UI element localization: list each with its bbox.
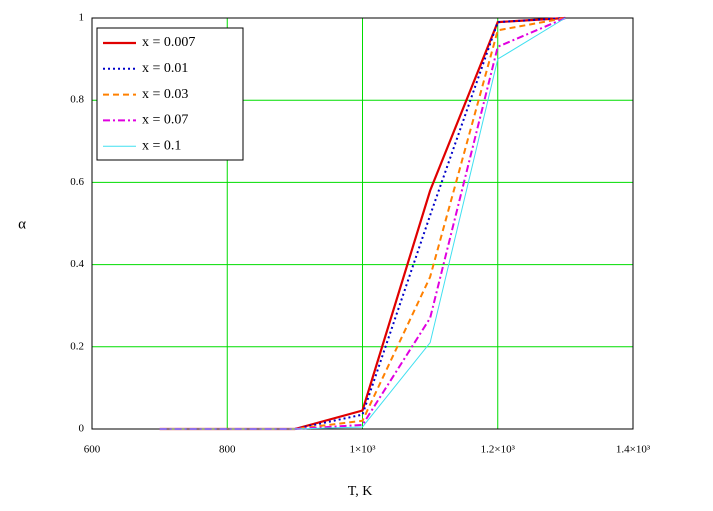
x-tick-label: 1.4×10³: [616, 444, 651, 456]
y-tick-label: 1: [79, 12, 85, 24]
x-tick-label: 1.2×10³: [481, 444, 516, 456]
x-tick-label: 600: [84, 444, 101, 456]
series-line: [159, 17, 566, 430]
legend-label: x = 0.03: [142, 87, 188, 102]
legend-label: x = 0.07: [142, 113, 188, 128]
y-tick-label: 0.4: [70, 258, 84, 270]
x-axis-label: T, K: [348, 484, 373, 499]
y-tick-label: 0: [79, 423, 85, 435]
y-tick-label: 0.6: [70, 176, 84, 188]
series-line: [159, 17, 566, 430]
legend-label: x = 0.007: [142, 35, 195, 50]
y-axis-label: α: [18, 216, 26, 232]
legend-label: x = 0.01: [142, 61, 188, 76]
x-tick-label: 1×10³: [349, 444, 376, 456]
y-tick-label: 0.2: [70, 340, 84, 352]
plot-frame: [91, 17, 634, 430]
legend-box: [96, 27, 244, 161]
x-tick-label: 800: [219, 444, 236, 456]
legend-label: x = 0.1: [142, 138, 181, 153]
y-tick-label: 0.8: [70, 94, 84, 106]
